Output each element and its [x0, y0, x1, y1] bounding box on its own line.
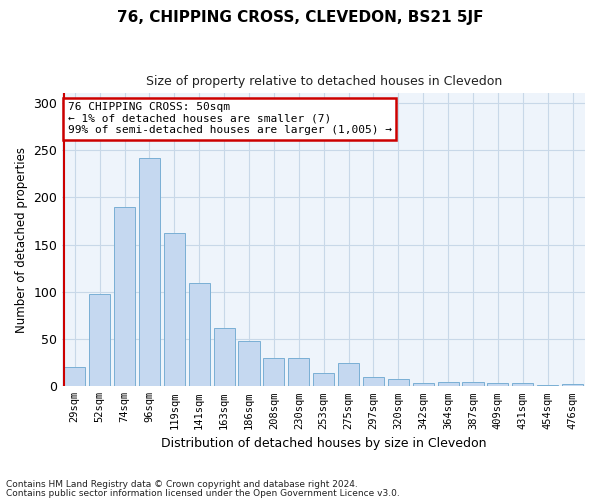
Bar	[437, 382, 458, 386]
Bar	[288, 358, 310, 386]
Text: 76, CHIPPING CROSS, CLEVEDON, BS21 5JF: 76, CHIPPING CROSS, CLEVEDON, BS21 5JF	[117, 10, 483, 25]
X-axis label: Distribution of detached houses by size in Clevedon: Distribution of detached houses by size …	[161, 437, 487, 450]
Bar	[463, 382, 484, 386]
Bar	[388, 378, 409, 386]
Bar	[238, 341, 260, 386]
Bar	[263, 358, 284, 386]
Text: Contains public sector information licensed under the Open Government Licence v3: Contains public sector information licen…	[6, 488, 400, 498]
Bar	[338, 362, 359, 386]
Bar	[188, 284, 210, 387]
Bar	[487, 382, 508, 386]
Text: Contains HM Land Registry data © Crown copyright and database right 2024.: Contains HM Land Registry data © Crown c…	[6, 480, 358, 489]
Bar	[114, 206, 135, 386]
Bar	[413, 382, 434, 386]
Bar	[214, 328, 235, 386]
Bar	[64, 368, 85, 386]
Bar	[562, 384, 583, 386]
Text: 76 CHIPPING CROSS: 50sqm
← 1% of detached houses are smaller (7)
99% of semi-det: 76 CHIPPING CROSS: 50sqm ← 1% of detache…	[68, 102, 392, 136]
Bar	[89, 294, 110, 386]
Bar	[313, 373, 334, 386]
Y-axis label: Number of detached properties: Number of detached properties	[15, 147, 28, 333]
Bar	[512, 384, 533, 386]
Bar	[164, 233, 185, 386]
Title: Size of property relative to detached houses in Clevedon: Size of property relative to detached ho…	[146, 75, 502, 88]
Bar	[139, 158, 160, 386]
Bar	[363, 377, 384, 386]
